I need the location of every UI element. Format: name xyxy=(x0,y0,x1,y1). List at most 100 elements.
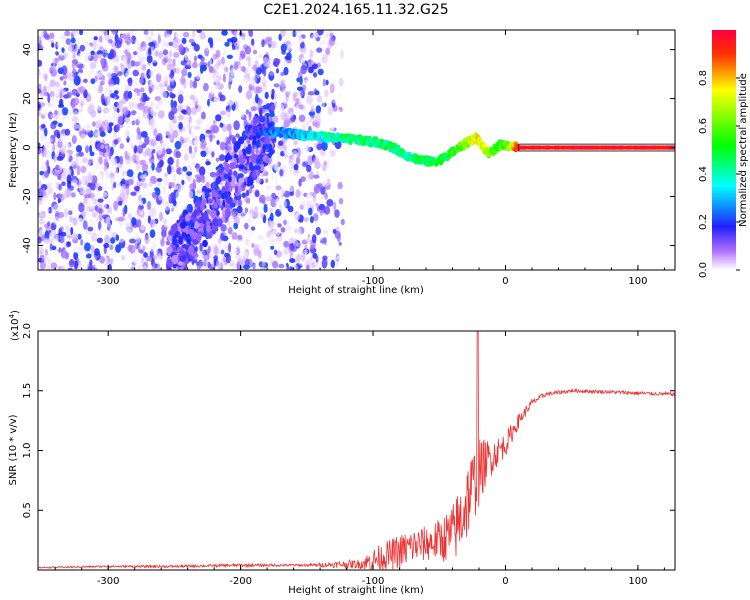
heatmap-noise-cell xyxy=(168,193,173,204)
heatmap-noise-cell xyxy=(317,68,324,76)
heatmap-noise-cell xyxy=(129,244,136,254)
heatmap-noise-cell xyxy=(91,232,98,242)
heatmap-noise-cell xyxy=(255,86,263,94)
heatmap-noise-cell xyxy=(290,225,295,234)
heatmap-noise-cell xyxy=(96,172,103,181)
heatmap-noise-cell xyxy=(59,91,63,99)
colorbar-gradient xyxy=(712,30,736,270)
heatmap-noise-cell xyxy=(105,88,110,95)
heatmap-noise-cell xyxy=(126,31,131,38)
heatmap-noise-cell xyxy=(194,139,200,145)
heatmap-noise-cell xyxy=(39,153,43,159)
heatmap-noise-cell xyxy=(100,93,105,104)
heatmap-noise-cell xyxy=(44,238,49,245)
heatmap-noise-cell xyxy=(226,123,232,132)
heatmap-noise-cell xyxy=(255,177,262,184)
heatmap-band-cell xyxy=(262,143,266,153)
heatmap-noise-cell xyxy=(129,101,134,109)
heatmap-band-cell xyxy=(224,181,229,191)
heatmap-noise-cell xyxy=(220,224,227,232)
heatmap-band-cell xyxy=(233,154,239,159)
heatmap-noise-cell xyxy=(289,266,293,270)
heatmap-noise-cell xyxy=(333,201,337,212)
heatmap-noise-cell xyxy=(155,257,161,262)
heatmap-band-cell xyxy=(179,254,186,262)
heatmap-noise-cell xyxy=(191,62,198,69)
heatmap-noise-cell xyxy=(73,231,77,241)
heatmap-noise-cell xyxy=(100,58,106,66)
heatmap-noise-cell xyxy=(138,186,146,195)
heatmap-noise-cell xyxy=(85,145,89,154)
heatmap-noise-cell xyxy=(127,63,132,70)
heatmap-noise-cell xyxy=(295,189,301,198)
heatmap-noise-cell xyxy=(38,206,45,212)
heatmap-noise-cell xyxy=(292,36,298,43)
heatmap-noise-cell xyxy=(315,255,319,263)
heatmap-noise-cell xyxy=(321,258,328,268)
heatmap-noise-cell xyxy=(71,59,79,65)
heatmap-noise-cell xyxy=(121,54,128,64)
heatmap-band-cell xyxy=(228,175,232,183)
heatmap-noise-cell xyxy=(260,78,267,83)
heatmap-band-cell xyxy=(209,209,217,219)
heatmap-noise-cell xyxy=(199,166,206,177)
heatmap-noise-cell xyxy=(177,94,184,104)
heatmap-noise-cell xyxy=(269,212,274,222)
chart-title: C2E1.2024.165.11.32.G25 xyxy=(263,2,448,18)
heatmap-band-cell xyxy=(225,155,233,160)
heatmap-noise-cell xyxy=(101,192,108,197)
heatmap-noise-cell xyxy=(219,141,226,151)
heatmap-noise-cell xyxy=(207,60,211,68)
heatmap-noise-cell xyxy=(102,148,107,154)
heatmap-noise-cell xyxy=(127,213,133,219)
heatmap-noise-cell xyxy=(315,202,320,208)
heatmap-noise-cell xyxy=(167,164,172,175)
heatmap-noise-cell xyxy=(108,122,114,127)
heatmap-noise-cell xyxy=(71,192,76,198)
heatmap-noise-cell xyxy=(38,147,42,155)
heatmap-noise-cell xyxy=(236,60,241,66)
heatmap-noise-cell xyxy=(38,71,43,79)
heatmap-noise-cell xyxy=(49,113,57,119)
heatmap-noise-cell xyxy=(322,78,327,87)
heatmap-noise-cell xyxy=(47,94,51,103)
heatmap-noise-cell xyxy=(214,234,220,241)
heatmap-noise-cell xyxy=(304,145,311,152)
heatmap-band-cell xyxy=(171,271,176,278)
heatmap-noise-cell xyxy=(270,172,276,180)
heatmap-noise-cell xyxy=(114,39,122,49)
heatmap-noise-cell xyxy=(60,172,67,182)
heatmap-noise-cell xyxy=(38,111,42,116)
heatmap-noise-cell xyxy=(127,253,133,260)
heatmap-noise-cell xyxy=(136,66,142,72)
heatmap-band-cell xyxy=(195,233,202,242)
heatmap-noise-cell xyxy=(203,255,209,265)
heatmap-noise-cell xyxy=(161,185,166,195)
heatmap-noise-cell xyxy=(283,112,289,121)
heatmap-noise-cell xyxy=(221,56,225,65)
heatmap-noise-cell xyxy=(128,37,134,43)
heatmap-noise-cell xyxy=(187,100,192,106)
heatmap-noise-cell xyxy=(219,180,224,186)
heatmap-noise-cell xyxy=(295,173,300,179)
heatmap-noise-cell xyxy=(242,78,249,83)
heatmap-noise-cell xyxy=(322,255,328,261)
heatmap-noise-cell xyxy=(101,64,109,72)
heatmap-band-cell xyxy=(172,236,177,246)
heatmap-noise-cell xyxy=(54,81,60,88)
heatmap-noise-cell xyxy=(167,157,174,166)
heatmap-band-cell xyxy=(202,212,209,221)
heatmap-band-cell xyxy=(238,173,244,179)
heatmap-noise-cell xyxy=(134,185,141,192)
heatmap-noise-cell xyxy=(113,200,119,211)
heatmap-noise-cell xyxy=(132,138,139,146)
heatmap-noise-cell xyxy=(212,53,218,60)
heatmap-noise-cell xyxy=(50,183,54,189)
heatmap-noise-cell xyxy=(66,241,71,248)
heatmap-noise-cell xyxy=(130,60,136,67)
heatmap-noise-cell xyxy=(68,259,76,268)
heatmap-noise-cell xyxy=(90,244,95,251)
heatmap-band-cell xyxy=(215,200,220,205)
heatmap-noise-cell xyxy=(192,80,198,89)
heatmap-noise-cell xyxy=(328,36,336,46)
